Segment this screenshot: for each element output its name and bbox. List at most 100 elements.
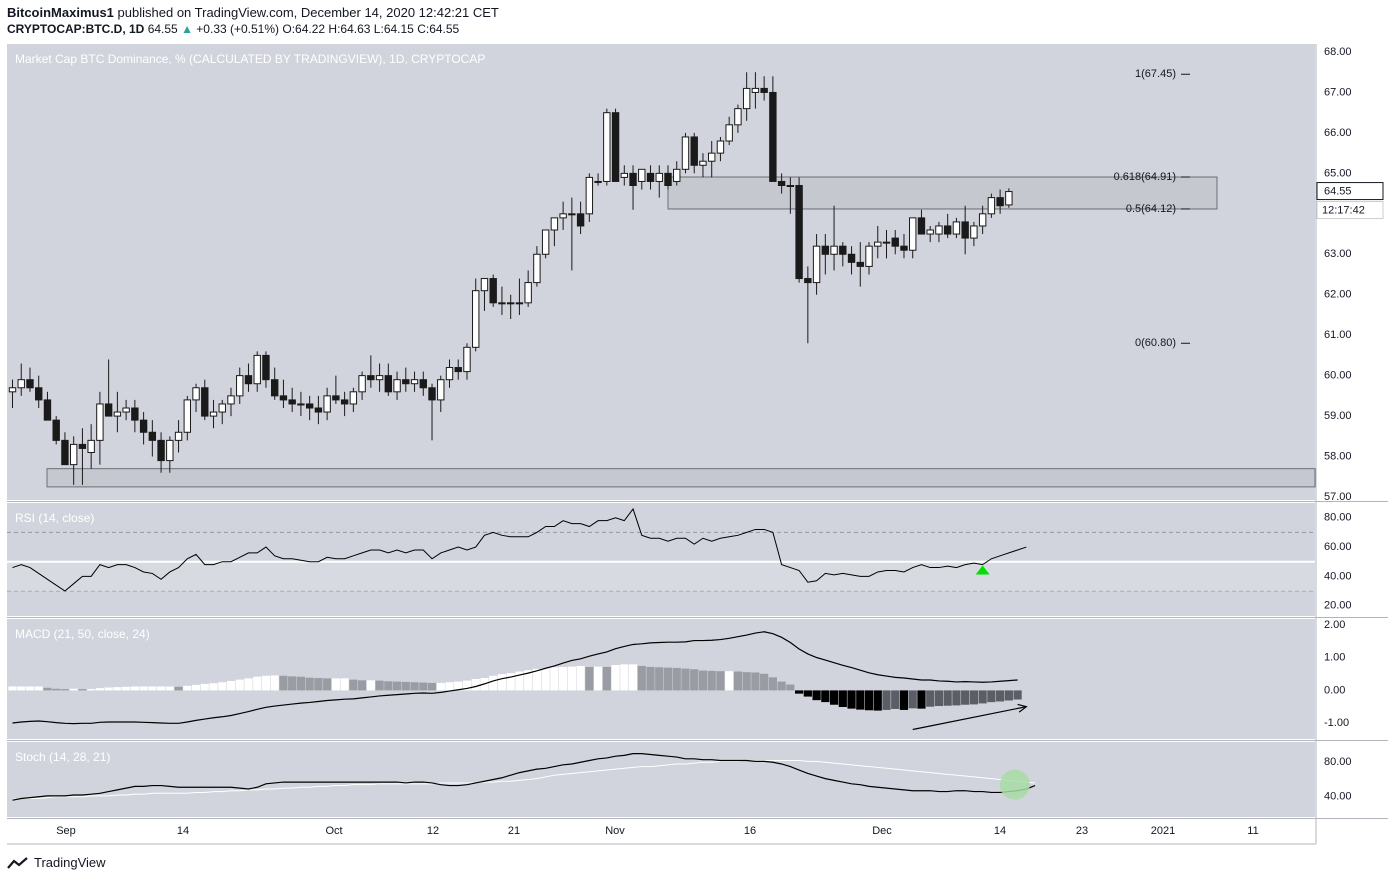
macd-line [12,631,1018,725]
stoch-pane-background [7,742,1315,817]
macd-histogram-bar [296,676,306,691]
candle-body [742,87,751,110]
candle-body [332,395,340,401]
candle-body [236,375,244,397]
candle-body [122,407,130,413]
rsi-pane-background [7,503,1315,616]
candle-body [358,375,366,393]
last-price: 64.55 [147,22,178,36]
macd-histogram-bar [847,690,856,709]
candle-body [734,108,742,126]
macd-histogram-bar [340,678,349,691]
candle-body [603,112,611,182]
macd-histogram-bar [253,676,262,691]
chart-title: Market Cap BTC Dominance, % (CALCULATED … [15,52,485,66]
time-tick-label: 14 [994,825,1006,837]
fib-level-label: 1(67.45) [1135,68,1176,80]
price-tick-label: 61.00 [1324,329,1352,341]
macd-histogram-bar [209,683,218,691]
macd-histogram-bar [183,685,192,691]
candle-body [498,302,506,305]
time-tick-label: 23 [1076,825,1088,837]
candle-body [410,379,419,385]
price-tick-label: 62.00 [1324,289,1352,301]
candle-body [445,367,454,381]
macd-histogram-bar [331,678,340,691]
candle-body [305,403,314,409]
symbol-info: CRYPTOCAP:BTC.D, 1D 64.55 ▲ +0.33 (+0.51… [7,22,459,36]
price-tick-label: 58.00 [1324,450,1352,462]
rsi-tick-label: 20.00 [1324,600,1352,612]
price-tick-label: 68.00 [1324,46,1352,58]
candle-body [253,354,261,385]
macd-histogram-bar [419,682,428,691]
high-label: H: [328,22,341,36]
fib-level-label: 0(60.80) [1135,337,1176,349]
macd-histogram-bar [567,666,576,691]
candle-body [419,379,427,389]
candle-body [725,124,733,142]
macd-histogram-bar [733,671,743,691]
candle-body [585,176,594,215]
candle-body [655,172,663,182]
macd-tick-label: 0.00 [1324,684,1345,696]
macd-histogram-bar [17,686,26,691]
price-tick-label: 66.00 [1324,127,1352,139]
candle-body [839,245,847,255]
macd-histogram-bar [628,664,638,691]
candle-body [926,229,934,235]
candle-body [708,152,716,162]
macd-histogram-bar [288,676,297,691]
candle-body [463,346,471,373]
macd-histogram-bar [690,669,699,691]
candle-body [699,160,707,166]
macd-histogram-bar [43,687,52,691]
time-tick-label: 21 [508,825,520,837]
fib-level-label: 0.5(64.12) [1126,203,1176,215]
macd-histogram-bar [611,664,620,691]
rsi-tick-label: 80.00 [1324,512,1352,524]
macd-histogram-bar [165,686,174,691]
macd-histogram-bar [917,690,926,709]
chart-area[interactable]: 57.0058.0059.0060.0061.0062.0063.0064.00… [0,44,1388,848]
macd-histogram-bar [366,680,375,691]
candle-body [489,278,497,304]
close-value: 64.55 [429,22,460,36]
macd-histogram-bar [969,690,978,705]
candle-body [244,375,253,385]
time-tick-label: Dec [872,825,892,837]
macd-histogram-bar [698,670,708,691]
tradingview-brand[interactable]: TradingView [34,855,106,870]
macd-histogram-bar [873,690,882,711]
candle-body [611,112,620,182]
tradingview-logo-icon [7,856,28,869]
candle-body [218,403,226,413]
candle-body [952,221,961,235]
open-value: 64.22 [295,22,326,36]
macd-histogram-bar [392,681,402,691]
candle-body [760,87,768,93]
time-tick-label: 11 [1247,825,1258,837]
candle-body [279,395,288,401]
macd-histogram-bar [943,690,952,706]
candle-body [183,399,192,433]
candle-body [690,136,698,166]
candle-body [288,399,296,405]
candle-body [314,407,323,413]
rsi-tick-label: 60.00 [1324,541,1352,553]
macd-histogram-bar [663,667,673,691]
author-name[interactable]: BitcoinMaximus1 [7,5,114,20]
candle-body [751,87,760,93]
macd-histogram-bar [445,682,454,691]
macd-histogram-bar [856,690,865,710]
candle-body [174,431,183,441]
macd-histogram-bar [926,690,935,707]
candle-body [104,403,113,417]
candle-body [349,391,358,405]
time-tick-label: 14 [177,825,189,837]
candle-body [795,185,803,280]
macd-histogram-bar [672,667,681,691]
macd-histogram-bar [821,690,830,703]
macd-histogram-bar [777,681,786,691]
candle-body [882,241,891,244]
